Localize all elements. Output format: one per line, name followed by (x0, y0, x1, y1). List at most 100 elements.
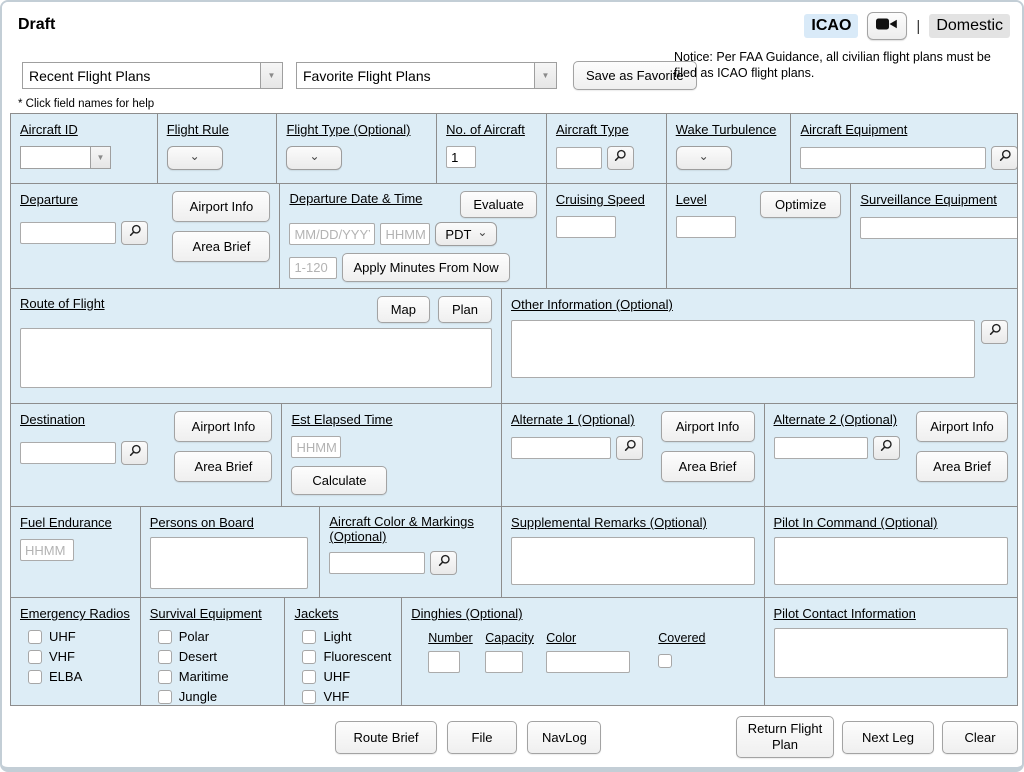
dinghies-covered-checkbox[interactable] (658, 654, 673, 668)
destination-airport-info-button[interactable]: Airport Info (174, 411, 273, 442)
flight-rule-select[interactable]: ⌄ (166, 146, 223, 170)
dinghies-covered-label[interactable]: Covered (658, 631, 706, 645)
level-label[interactable]: Level (675, 192, 707, 207)
persons-on-board-label[interactable]: Persons on Board (149, 515, 254, 530)
fuel-endurance-label[interactable]: Fuel Endurance (20, 515, 112, 530)
no-of-aircraft-label[interactable]: No. of Aircraft (446, 122, 525, 137)
jackets-label[interactable]: Jackets (294, 606, 339, 621)
domestic-mode-option[interactable]: Domestic (929, 14, 1010, 38)
apply-minutes-button[interactable]: Apply Minutes From Now (342, 253, 510, 282)
calculate-button[interactable]: Calculate (291, 466, 388, 495)
est-elapsed-time-input[interactable] (291, 436, 342, 458)
route-of-flight-textarea[interactable] (20, 328, 493, 388)
vhf-checkbox[interactable] (28, 649, 42, 664)
supplemental-remarks-textarea[interactable] (511, 537, 755, 585)
departure-area-brief-button[interactable]: Area Brief (172, 231, 271, 262)
navlog-button[interactable]: NavLog (527, 720, 601, 754)
aircraft-equipment-label[interactable]: Aircraft Equipment (800, 122, 908, 137)
departure-search-button[interactable] (121, 221, 148, 245)
pilot-in-command-label[interactable]: Pilot In Command (Optional) (773, 515, 938, 530)
flight-type-select[interactable]: ⌄ (286, 146, 343, 170)
surveillance-equipment-input[interactable] (860, 217, 1017, 239)
survival-equipment-label[interactable]: Survival Equipment (149, 606, 262, 621)
dinghies-label[interactable]: Dinghies (Optional) (411, 606, 523, 621)
pilot-in-command-textarea[interactable] (773, 537, 1008, 585)
dinghies-capacity-input[interactable] (485, 651, 524, 673)
cruising-speed-input[interactable] (555, 216, 616, 238)
aircraft-color-input[interactable] (329, 552, 426, 574)
fluorescent-checkbox[interactable] (302, 649, 317, 664)
aircraft-id-dropdown-button[interactable]: ▼ (90, 146, 111, 169)
other-information-label[interactable]: Other Information (Optional) (511, 297, 673, 312)
alternate1-airport-info-button[interactable]: Airport Info (660, 411, 755, 442)
elba-checkbox[interactable] (28, 669, 42, 684)
alternate2-input[interactable] (773, 437, 868, 459)
departure-label[interactable]: Departure (20, 192, 78, 207)
aircraft-id-input[interactable] (20, 146, 90, 169)
wake-turbulence-select[interactable]: ⌄ (675, 146, 732, 170)
no-of-aircraft-input[interactable] (446, 146, 477, 168)
alternate1-search-button[interactable] (616, 436, 644, 460)
departure-datetime-label[interactable]: Departure Date & Time (289, 191, 423, 206)
alternate1-label[interactable]: Alternate 1 (Optional) (511, 412, 635, 427)
destination-input[interactable] (20, 442, 116, 464)
wake-turbulence-label[interactable]: Wake Turbulence (675, 122, 777, 137)
next-leg-button[interactable]: Next Leg (842, 720, 934, 754)
aircraft-color-search-button[interactable] (430, 551, 458, 575)
departure-date-input[interactable] (289, 223, 376, 245)
dinghies-number-input[interactable] (428, 651, 461, 673)
departure-input[interactable] (20, 222, 116, 244)
minutes-from-now-input[interactable] (289, 256, 338, 279)
aircraft-type-input[interactable] (555, 147, 602, 169)
favorite-plans-dropdown-button[interactable]: ▼ (534, 62, 557, 89)
jacket-vhf-checkbox[interactable] (302, 689, 317, 704)
jacket-uhf-checkbox[interactable] (302, 669, 317, 684)
aircraft-type-label[interactable]: Aircraft Type (555, 122, 629, 137)
aircraft-type-search-button[interactable] (606, 146, 634, 170)
alternate1-input[interactable] (511, 437, 612, 459)
return-flight-plan-button[interactable]: Return Flight Plan (736, 715, 834, 759)
alternate2-search-button[interactable] (872, 436, 900, 460)
polar-checkbox[interactable] (157, 629, 172, 644)
dinghies-capacity-label[interactable]: Capacity (485, 631, 534, 645)
clear-button[interactable]: Clear (942, 720, 1018, 754)
emergency-radios-label[interactable]: Emergency Radios (20, 606, 130, 621)
supplemental-remarks-label[interactable]: Supplemental Remarks (Optional) (511, 515, 707, 530)
cruising-speed-label[interactable]: Cruising Speed (555, 192, 645, 207)
optimize-button[interactable]: Optimize (760, 191, 842, 218)
jungle-checkbox[interactable] (157, 689, 172, 704)
maritime-checkbox[interactable] (157, 669, 172, 684)
recent-flight-plans-input[interactable] (22, 62, 260, 89)
route-of-flight-label[interactable]: Route of Flight (20, 296, 105, 311)
file-button[interactable]: File (447, 720, 517, 754)
map-button[interactable]: Map (376, 296, 430, 323)
uhf-checkbox[interactable] (28, 629, 42, 644)
alternate2-area-brief-button[interactable]: Area Brief (916, 451, 1008, 482)
video-help-button[interactable] (867, 12, 908, 40)
est-elapsed-time-label[interactable]: Est Elapsed Time (291, 412, 393, 427)
favorite-flight-plans-input[interactable] (296, 62, 534, 89)
aircraft-equipment-input[interactable] (800, 147, 987, 169)
icao-mode-option[interactable]: ICAO (804, 14, 859, 38)
fuel-endurance-input[interactable] (20, 539, 74, 561)
aircraft-equipment-search-button[interactable] (991, 146, 1017, 170)
aircraft-id-label[interactable]: Aircraft ID (20, 122, 78, 137)
evaluate-button[interactable]: Evaluate (460, 191, 537, 218)
departure-airport-info-button[interactable]: Airport Info (172, 191, 271, 222)
pilot-contact-label[interactable]: Pilot Contact Information (773, 606, 916, 621)
persons-on-board-textarea[interactable] (149, 537, 308, 589)
recent-plans-dropdown-button[interactable]: ▼ (260, 62, 283, 89)
pilot-contact-textarea[interactable] (773, 628, 1008, 678)
light-checkbox[interactable] (302, 629, 317, 644)
save-as-favorite-button[interactable]: Save as Favorite (573, 61, 697, 90)
flight-type-label[interactable]: Flight Type (Optional) (286, 122, 411, 137)
destination-label[interactable]: Destination (20, 412, 86, 427)
destination-area-brief-button[interactable]: Area Brief (174, 451, 273, 482)
alternate1-area-brief-button[interactable]: Area Brief (660, 451, 755, 482)
dinghies-color-label[interactable]: Color (546, 631, 577, 645)
surveillance-equipment-label[interactable]: Surveillance Equipment (860, 192, 997, 207)
desert-checkbox[interactable] (157, 649, 172, 664)
flight-rule-label[interactable]: Flight Rule (166, 122, 229, 137)
alternate2-label[interactable]: Alternate 2 (Optional) (773, 412, 898, 427)
route-brief-button[interactable]: Route Brief (335, 720, 437, 754)
